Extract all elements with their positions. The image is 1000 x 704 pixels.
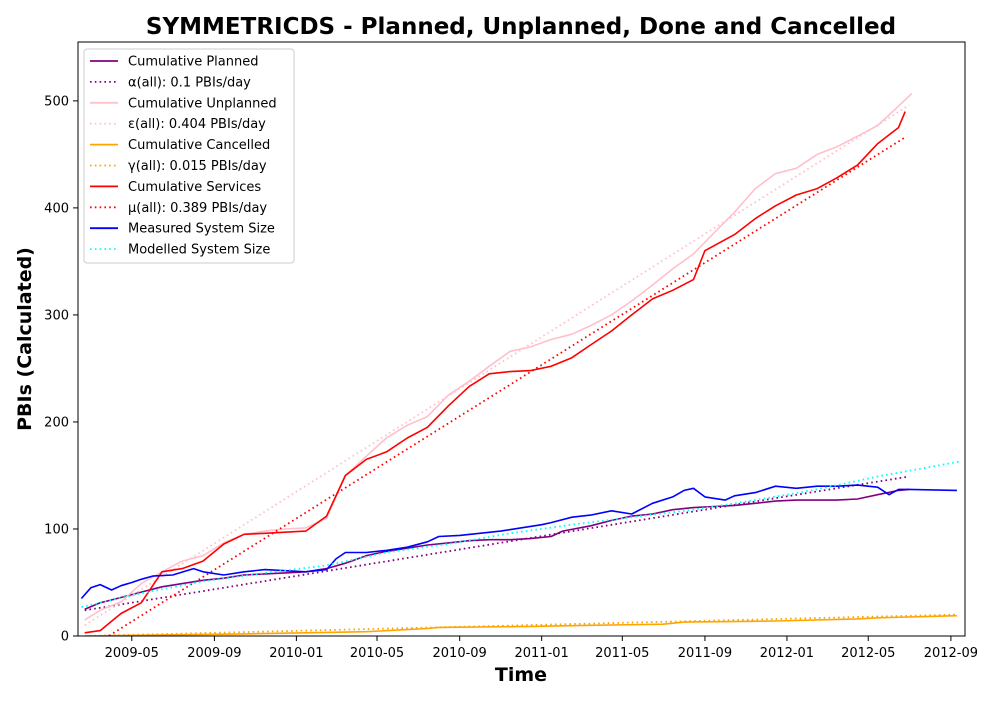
y-axis-label: PBIs (Calculated) (14, 247, 36, 431)
series-line-9 (81, 460, 961, 608)
series-line-8 (80, 484, 957, 600)
legend-label: Measured System Size (128, 222, 275, 237)
legend-label: α(all): 0.1 PBIs/day (128, 75, 251, 90)
y-tick-label: 200 (44, 415, 69, 430)
y-tick-label: 0 (61, 630, 69, 645)
legend-label: Cumulative Cancelled (128, 138, 270, 153)
x-tick-label: 2012-01 (760, 646, 814, 661)
series-line-5 (84, 613, 957, 636)
x-tick-label: 2011-09 (678, 646, 732, 661)
chart-title: SYMMETRICDS - Planned, Unplanned, Done a… (146, 14, 896, 40)
x-tick-label: 2012-05 (841, 646, 895, 661)
series-line-2 (84, 92, 913, 621)
y-axis: 0 100 200 300 400 500 (44, 94, 78, 645)
series-line-1 (84, 475, 910, 612)
x-tick-label: 2009-09 (187, 646, 241, 661)
legend-label: μ(all): 0.389 PBIs/day (128, 201, 267, 216)
plot-frame (77, 41, 966, 637)
series-line-4 (84, 614, 957, 636)
series-line-0 (84, 488, 910, 610)
x-axis: 2009-05 2009-09 2010-01 2010-05 2010-09 2011-… (105, 636, 978, 661)
legend-label: γ(all): 0.015 PBIs/day (128, 159, 267, 174)
x-tick-label: 2010-09 (433, 646, 487, 661)
legend-items: Cumulative Planned α(all): 0.1 PBIs/day Cu… (90, 55, 277, 258)
x-tick-label: 2012-09 (924, 646, 978, 661)
legend-label: Cumulative Planned (128, 55, 258, 70)
legend: Cumulative Planned α(all): 0.1 PBIs/day Cu… (83, 48, 295, 264)
x-axis-label: Time (495, 664, 547, 686)
plot-series-group (80, 92, 961, 636)
series-line-3 (84, 104, 910, 627)
legend-label: ε(all): 0.404 PBIs/day (128, 117, 266, 132)
legend-label: Cumulative Unplanned (128, 96, 277, 111)
series-line-7 (106, 136, 906, 636)
y-tick-label: 400 (44, 201, 69, 216)
x-tick-label: 2010-01 (269, 646, 323, 661)
legend-label: Cumulative Services (128, 180, 261, 195)
y-tick-label: 100 (44, 522, 69, 537)
series-line-6 (84, 111, 906, 634)
x-tick-label: 2009-05 (105, 646, 159, 661)
x-tick-label: 2010-05 (350, 646, 404, 661)
x-tick-label: 2011-05 (595, 646, 649, 661)
y-tick-label: 500 (44, 94, 69, 109)
x-tick-label: 2011-01 (514, 646, 568, 661)
legend-box (83, 48, 295, 264)
y-tick-label: 300 (44, 308, 69, 323)
legend-label: Modelled System Size (128, 243, 270, 258)
